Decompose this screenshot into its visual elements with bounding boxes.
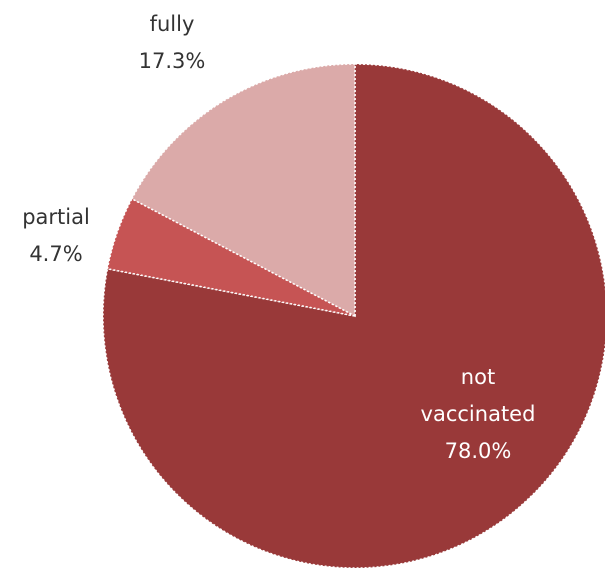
pie-label-not-vaccinated: not vaccinated 78.0% — [421, 365, 536, 463]
pie-label-partial: partial 4.7% — [22, 205, 90, 266]
pie-category-label-not-vaccinated: not — [461, 365, 495, 389]
pie-labels: not vaccinated 78.0% partial 4.7% fully 17.3% — [22, 12, 535, 463]
pie-label-fully: fully 17.3% — [139, 12, 206, 73]
pie-category-label-not-vaccinated: vaccinated — [421, 402, 536, 426]
pie-value-label-not-vaccinated: 78.0% — [445, 439, 512, 463]
pie-slice-partial — [106, 197, 356, 317]
pie-category-label-partial: partial — [22, 205, 90, 229]
pie-value-label-fully: 17.3% — [139, 49, 206, 73]
pie-value-label-partial: 4.7% — [29, 242, 82, 266]
pie-category-label-fully: fully — [150, 12, 195, 36]
pie-slice-fully — [130, 63, 356, 318]
pie-slices — [102, 63, 605, 569]
